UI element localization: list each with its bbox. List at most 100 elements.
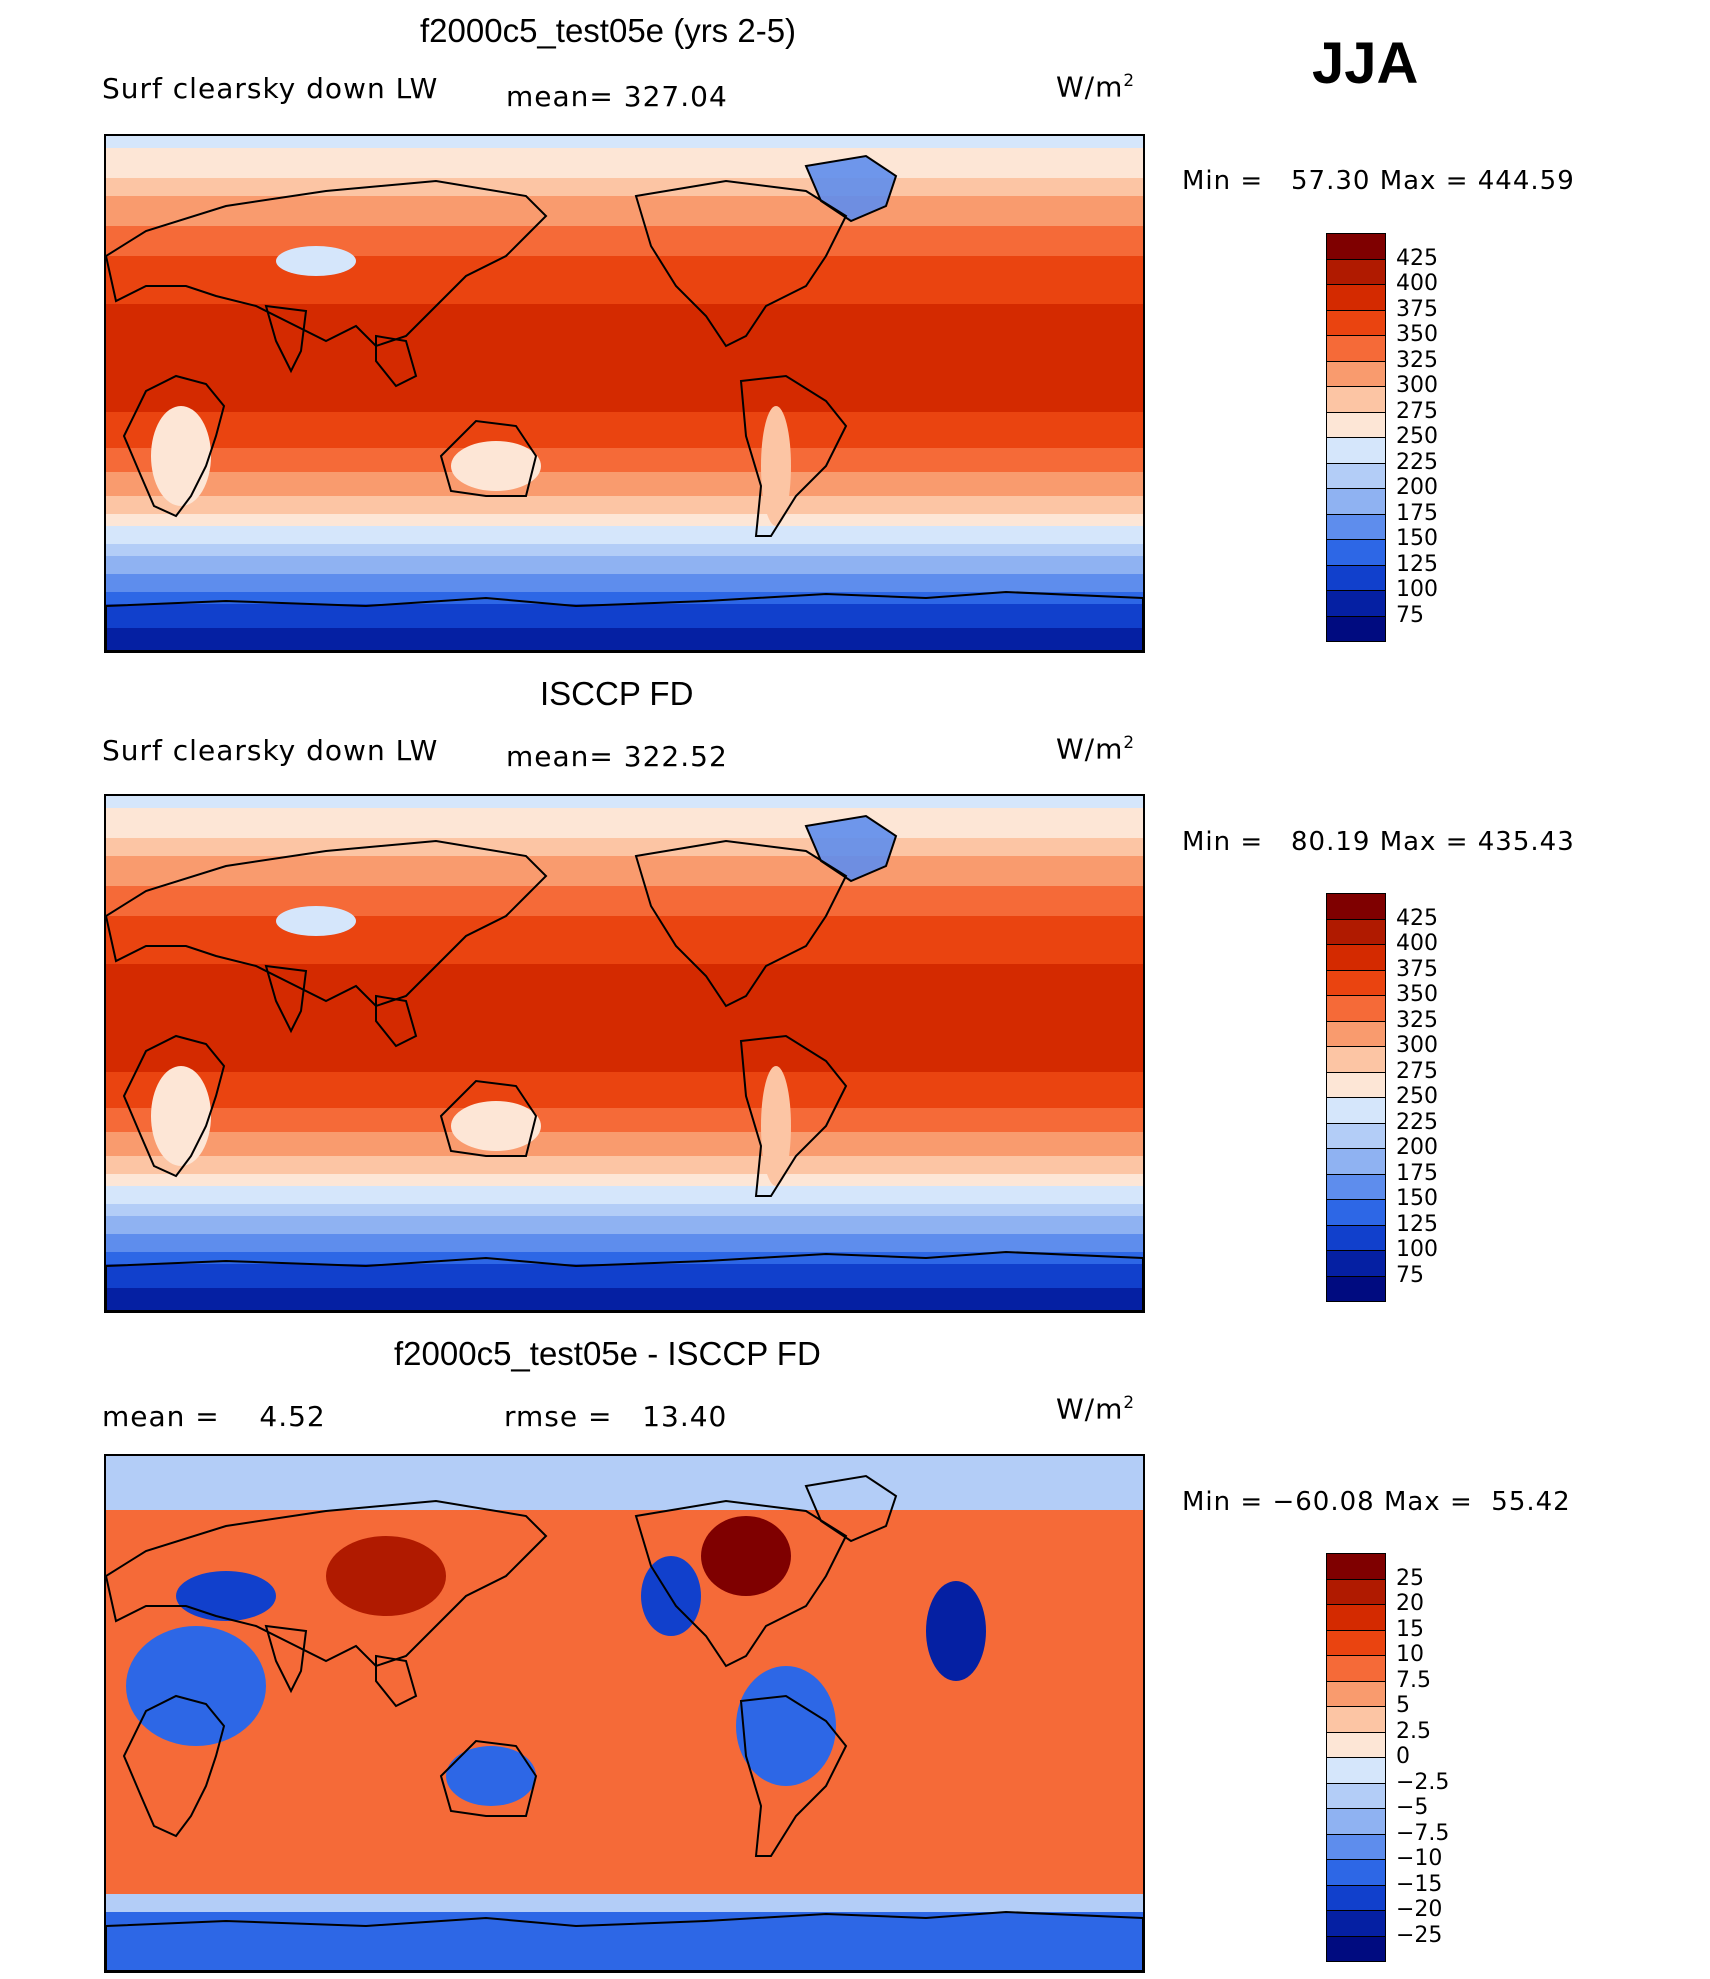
- field-band: [106, 310, 1143, 317]
- colorbar-box: [1326, 1578, 1386, 1605]
- field-band: [106, 1198, 1143, 1205]
- field-band: [106, 1714, 1143, 1721]
- field-band: [106, 1006, 1143, 1013]
- coastline-eurasia: [106, 839, 548, 1008]
- field-band: [106, 1870, 1143, 1877]
- field-band: [106, 1246, 1143, 1253]
- africa-south-field: [151, 1066, 211, 1166]
- field-band: [106, 1078, 1143, 1085]
- colorbar-box: [1326, 1884, 1386, 1911]
- field-band: [106, 628, 1143, 635]
- field-band: [106, 934, 1143, 941]
- colorbar-tick-label: −5: [1396, 1795, 1429, 1820]
- colorbar-tick-label: 100: [1396, 1237, 1438, 1262]
- field-band: [106, 1780, 1143, 1787]
- colorbar-tick-label: 300: [1396, 373, 1438, 398]
- field-band: [106, 1282, 1143, 1289]
- field-band: [106, 448, 1143, 455]
- coastline-africa: [122, 1034, 226, 1178]
- colorbar-tick-label: −7.5: [1396, 1820, 1450, 1846]
- field-band: [106, 1504, 1143, 1511]
- panel2-mean: mean= 322.52: [506, 740, 728, 773]
- field-band: [106, 1726, 1143, 1733]
- field-band: [106, 1534, 1143, 1541]
- field-band: [106, 1948, 1143, 1955]
- field-band: [106, 388, 1143, 395]
- colorbar-box: [1326, 1122, 1386, 1149]
- panel2-minmax: Min = 80.19 Max = 435.43: [1182, 827, 1575, 857]
- field-band: [106, 496, 1143, 503]
- field-band: [106, 556, 1143, 563]
- colorbar-tick-label: 100: [1396, 577, 1438, 602]
- field-band: [106, 916, 1143, 923]
- field-band: [106, 838, 1143, 845]
- colorbar-tick-label: 275: [1396, 1058, 1438, 1084]
- panel3-colorbar: 25 20 15 10 7.5 5 2.5 0 −2.5 −5 −7.5 −10 −15 −20 −25: [1326, 1553, 1506, 1965]
- field-band: [106, 1732, 1143, 1739]
- field-band: [106, 436, 1143, 443]
- field-band: [106, 1030, 1143, 1037]
- field-band: [106, 370, 1143, 377]
- asia-diff: [326, 1536, 446, 1616]
- field-band: [106, 928, 1143, 935]
- field-band: [106, 1678, 1143, 1685]
- field-band: [106, 964, 1143, 971]
- field-band: [106, 958, 1143, 965]
- field-band: [106, 1480, 1143, 1487]
- panel3-minmax: Min = −60.08 Max = 55.42: [1182, 1487, 1571, 1517]
- field-band: [106, 1546, 1143, 1553]
- panel2-variable-label: Surf clearsky down LW: [102, 734, 439, 767]
- field-band: [106, 1942, 1143, 1949]
- field-band: [106, 250, 1143, 257]
- field-band: [106, 1258, 1143, 1265]
- panel2-map: [104, 794, 1145, 1313]
- field-band: [106, 580, 1143, 587]
- colorbar-tick-label: 125: [1396, 1211, 1438, 1237]
- panel1-units-exp: 2: [1123, 70, 1136, 90]
- colorbar-box: [1326, 615, 1386, 642]
- field-band: [106, 1180, 1143, 1187]
- field-band: [106, 316, 1143, 323]
- panel1-units-base: W/m: [1056, 70, 1124, 104]
- field-band: [106, 892, 1143, 899]
- colorbar-tick-label: 75: [1396, 602, 1424, 628]
- field-bands: [106, 796, 1143, 1311]
- field-band: [106, 220, 1143, 227]
- field-band: [106, 286, 1143, 293]
- field-band: [106, 1108, 1143, 1115]
- coastline-india: [264, 1624, 308, 1694]
- australia-field: [451, 441, 541, 491]
- panel1-mean-value: 327.04: [623, 80, 728, 113]
- field-band: [106, 1654, 1143, 1661]
- field-band: [106, 1612, 1143, 1619]
- coastline-antarctica: [106, 590, 1143, 651]
- colorbar-tick-label: 150: [1396, 526, 1438, 551]
- coastline-southamerica: [739, 374, 848, 537]
- field-band: [106, 1804, 1143, 1811]
- field-band: [106, 406, 1143, 413]
- colorbar-tick-label: 175: [1396, 1160, 1438, 1186]
- field-band: [106, 214, 1143, 221]
- panel2-units-exp: 2: [1123, 732, 1136, 752]
- panel2-units-base: W/m: [1056, 732, 1124, 766]
- westcoast-diff: [641, 1556, 701, 1636]
- field-band: [106, 1162, 1143, 1169]
- field-band: [106, 604, 1143, 611]
- field-band: [106, 1756, 1143, 1763]
- field-band: [106, 334, 1143, 341]
- field-band: [106, 412, 1143, 419]
- field-band: [106, 592, 1143, 599]
- field-band: [106, 880, 1143, 887]
- colorbar-tick-label: 375: [1396, 956, 1438, 982]
- field-band: [106, 256, 1143, 263]
- colorbar-box: [1326, 1148, 1386, 1175]
- field-band: [106, 1834, 1143, 1841]
- field-band: [106, 1816, 1143, 1823]
- panel2-min-label: Min =: [1182, 827, 1264, 857]
- field-band: [106, 1792, 1143, 1799]
- field-band: [106, 1882, 1143, 1889]
- colorbar-box: [1326, 437, 1386, 464]
- field-band: [106, 886, 1143, 893]
- colorbar-tick-label: 250: [1396, 424, 1438, 449]
- field-band: [106, 208, 1143, 215]
